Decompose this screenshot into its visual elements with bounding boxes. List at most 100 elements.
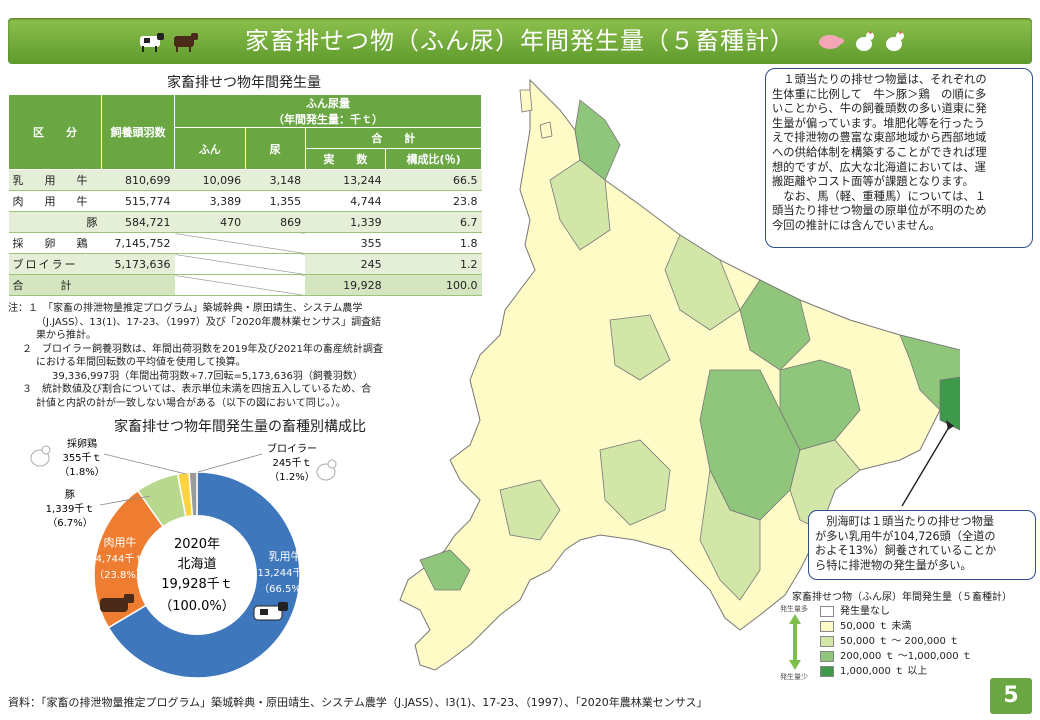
urine-value: 869	[245, 211, 306, 233]
legend-swatch	[820, 665, 834, 677]
total-value: 1,339	[305, 211, 386, 233]
total-value: 355	[305, 232, 386, 254]
note-line: ３ 統計数値及び割合については、表示単位未満を四捨五入しているため、合	[22, 384, 372, 395]
info-box: １頭当たりの排せつ物量は、それぞれの 生体重に比例して 牛＞豚＞鶏 の順に多 い…	[765, 68, 1033, 248]
col-feces: ふん	[174, 127, 246, 170]
dairy-cow-icon	[253, 602, 288, 621]
notes: 注：１ 「家畜の排泄物量推定プログラム」築城幹典・原田靖生、システム農学 （J.…	[8, 302, 488, 410]
map-region	[609, 314, 671, 381]
col-category: 区 分	[8, 94, 102, 170]
legend-item: 200,000 ｔ ～1,000,000 ｔ	[820, 647, 972, 662]
note-line: 注：１ 「家畜の排泄物量推定プログラム」築城幹典・原田靖生、システム農学	[8, 303, 363, 314]
map-region	[574, 99, 621, 181]
map-region	[599, 439, 671, 526]
table-title: 家畜排せつ物年間発生量	[167, 75, 321, 91]
total-value: 4,744	[305, 190, 386, 212]
total-value: 19,928	[305, 274, 386, 296]
col-group-unit: （年間発生量：千ｔ）	[273, 113, 383, 126]
legend-title: 家畜排せつ物（ふん尿）年間発生量（５畜種計）	[792, 592, 1012, 603]
legend-swatch	[820, 650, 834, 662]
head-count: 810,699	[101, 169, 175, 191]
note-line: （J.JASS）、13(1)、17-23、（1997）及び「2020年農林業セン…	[36, 316, 382, 328]
feces-value: 470	[174, 211, 246, 233]
row-name: 豚	[8, 211, 102, 233]
note-line: における年間回転数の平均値を使用して換算。	[36, 357, 246, 368]
legend-high: 発生量多	[780, 605, 808, 613]
pie-label-layer-name: 採卵鶏	[67, 437, 97, 450]
pie-center-region: 北海道	[177, 557, 216, 572]
legend-arrow-icon	[789, 614, 801, 670]
map-legend: 家畜排せつ物（ふん尿）年間発生量（５畜種計） 発生量多 発生量少 発生量なし 5…	[780, 588, 1036, 688]
ratio-value: 6.7	[385, 211, 482, 233]
legend-swatch	[820, 605, 834, 617]
info-line: えで排泄物の豊富な東部地域から西部地域	[772, 131, 987, 145]
callout-line: 別海町は１頭当たりの排せつ物量	[815, 515, 995, 528]
pie-label-dairy-value: 13,244千ｔ	[258, 567, 313, 579]
row-name: 肉 用 牛	[8, 190, 102, 212]
col-actual: 実 数	[304, 148, 387, 170]
table-row-total: 合 計 19,928 100.0	[8, 274, 482, 296]
beef-cow-icon	[174, 33, 198, 52]
pie-label-dairy-name: 乳用牛	[269, 549, 302, 563]
pie-center-year: 2020年	[174, 537, 220, 552]
ratio-value: 100.0	[385, 274, 482, 296]
total-value: 245	[305, 253, 386, 275]
diagonal-cell	[174, 274, 306, 296]
note-line: 果から推計。	[36, 330, 96, 341]
head-count: 5,173,636	[101, 253, 175, 275]
map-region	[664, 234, 741, 331]
pie-chart: 2020年 北海道 19,928千ｔ （100.0%） 乳用牛 13,244千ｔ…	[30, 437, 337, 679]
head-count: 7,145,752	[101, 232, 175, 254]
pie-label-broiler-ratio: （1.2%）	[269, 471, 314, 483]
callout-line: ら特に排泄物の発生量が多い。	[815, 558, 972, 572]
map-region	[419, 549, 471, 591]
head-count: 584,721	[101, 211, 175, 233]
source-note: 資料：「家畜の排泄物量推定プログラム」築城幹典・原田靖生、システム農学（J.JA…	[8, 696, 708, 709]
ratio-value: 23.8	[385, 190, 482, 212]
pie-center-value: 19,928千ｔ	[161, 577, 233, 592]
chicken-icon	[856, 31, 874, 51]
pie-hole	[137, 515, 257, 635]
callout-pointer	[901, 426, 950, 507]
pie-label-pig-name: 豚	[65, 489, 75, 501]
table-row: 肉 用 牛 515,774 3,389 1,355 4,744 23.8	[8, 190, 482, 212]
table-row: 豚 584,721 470 869 1,339 6.7	[8, 211, 482, 233]
chicken-icon	[316, 459, 337, 481]
pie-label-broiler-value: 245千ｔ	[272, 457, 311, 469]
beef-cow-icon	[100, 594, 134, 612]
urine-value: 3,148	[245, 169, 306, 191]
diagonal-cell	[174, 253, 306, 275]
table-row: 乳 用 牛 810,699 10,096 3,148 13,244 66.5	[8, 169, 482, 191]
pie-label-pig-ratio: （6.7%）	[47, 517, 92, 529]
betsukai-callout: 別海町は１頭当たりの排せつ物量 が多い乳用牛が104,726頭（全道の およそ1…	[808, 510, 1036, 580]
map-island	[539, 121, 553, 139]
total-value: 13,244	[305, 169, 386, 191]
col-total: 合 計	[304, 127, 483, 149]
col-urine: 尿	[244, 127, 306, 170]
row-name: 合 計	[8, 274, 102, 296]
head-count: 515,774	[101, 190, 175, 212]
row-name: 採 卵 鶏	[8, 232, 102, 254]
legend-item: 50,000 ｔ ～ 200,000 ｔ	[820, 632, 972, 647]
info-line: 搬距離やコスト面等が課題となります。	[772, 175, 974, 189]
pie-label-beef-name: 肉用牛	[104, 535, 137, 549]
pie-label-beef-ratio: （23.8%）	[94, 569, 146, 581]
table-row: 採 卵 鶏 7,145,752 355 1.8	[8, 232, 482, 254]
row-name: ブロイラー	[8, 253, 102, 275]
diagonal-cell	[174, 232, 306, 254]
pie-label-beef-value: 4,744千ｔ	[96, 553, 145, 565]
info-line: いことから、牛の飼養頭数の多い道東に発	[772, 102, 987, 116]
legend-item: 1,000,000 ｔ 以上	[820, 662, 972, 677]
info-line: 頭当たり排せつ物量の原単位が不明のため	[772, 204, 987, 218]
callout-arrowhead	[946, 420, 954, 430]
info-line: 生体重に比例して 牛＞豚＞鶏 の順に多	[772, 87, 987, 101]
map-region	[699, 468, 761, 601]
map-region	[499, 479, 561, 541]
col-group-label: ふん尿量	[306, 97, 350, 110]
pie-label-layer-value: 355千ｔ	[62, 452, 101, 464]
pie-label-broiler-name: ブロイラー	[267, 442, 317, 455]
pie-label-pig-value: 1,339千ｔ	[46, 503, 95, 515]
ratio-value: 1.2	[385, 253, 482, 275]
pie-leader-line	[99, 495, 151, 506]
legend-low: 発生量少	[780, 673, 808, 681]
